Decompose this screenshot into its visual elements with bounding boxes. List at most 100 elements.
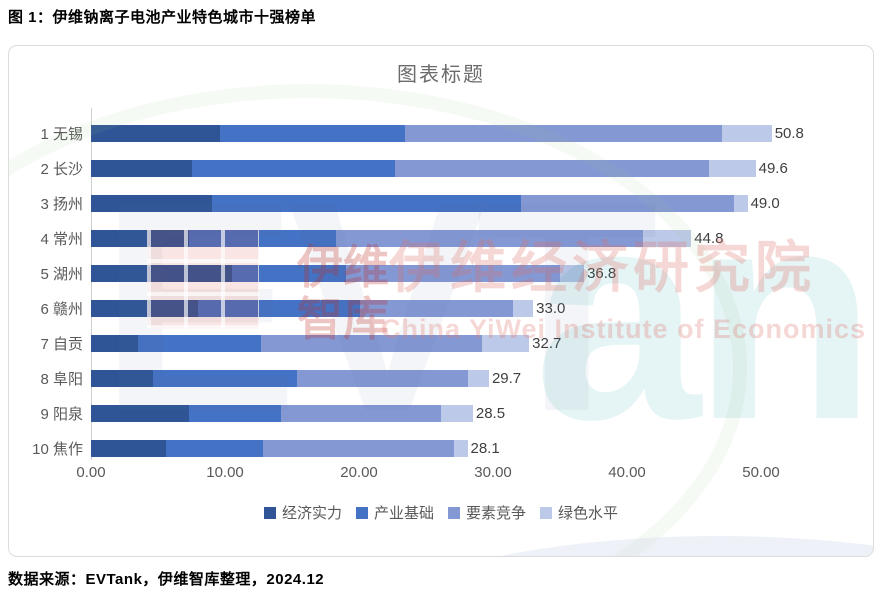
value-label: 44.8 [694, 230, 724, 247]
legend-chip-icon [355, 506, 368, 519]
bar-segment-3 [404, 125, 723, 142]
bar-segment-1 [91, 160, 192, 177]
bar-row: 7 自贡 32.7 [9, 326, 873, 361]
stacked-bar: 32.7 [91, 335, 561, 352]
x-tick-label: 0.00 [76, 464, 106, 481]
bar-segment-2 [152, 370, 298, 387]
category-label: 9 阳泉 [40, 406, 83, 423]
x-tick-label: 50.00 [742, 464, 780, 481]
value-label: 36.8 [587, 265, 617, 282]
bar-segment-2 [219, 125, 405, 142]
bar-row: 2 长沙 49.6 [9, 151, 873, 186]
bar-segment-4 [513, 300, 534, 317]
bar-segment-3 [521, 195, 735, 212]
bar-segment-2 [166, 440, 263, 457]
bar-segment-1 [91, 370, 153, 387]
stacked-bar: 49.0 [91, 195, 780, 212]
value-label: 49.0 [750, 195, 780, 212]
bar-segment-3 [336, 230, 644, 247]
value-label: 28.5 [475, 405, 506, 422]
bar-row: 1 无锡 50.8 [9, 116, 873, 151]
legend-label: 要素竞争 [466, 505, 527, 522]
legend-chip-icon [448, 506, 460, 519]
bar-segment-4 [559, 265, 585, 282]
bar-segment-1 [91, 125, 220, 142]
category-label: 10 焦作 [32, 441, 83, 458]
stacked-bar: 33.0 [91, 300, 565, 317]
stacked-bar: 28.1 [91, 440, 500, 457]
bar-segment-1 [91, 405, 189, 422]
bar-segment-3 [395, 160, 709, 177]
bar-segment-3 [281, 405, 441, 422]
category-label: 5 湖州 [40, 266, 83, 283]
bar-segment-2 [198, 300, 361, 317]
bar-row: 6 赣州 33.0 [9, 291, 873, 326]
stacked-bar: 44.8 [91, 230, 724, 247]
bars-area: 1 无锡 50.8 2 长沙 49.6 3 扬州 49.0 4 常州 44.8 5 湖州 36.8… [9, 116, 873, 466]
value-label: 29.7 [491, 370, 522, 387]
bar-row: 9 阳泉 28.5 [9, 396, 873, 431]
bar-segment-1 [91, 335, 138, 352]
bar-segment-2 [211, 195, 522, 212]
bar-segment-4 [482, 335, 530, 352]
category-label: 4 常州 [40, 231, 83, 248]
figure-title: 图 1：伊维钠离子电池产业特色城市十强榜单 [8, 9, 317, 26]
category-label: 1 无锡 [40, 126, 83, 143]
legend-chip-icon [263, 506, 276, 519]
bar-segment-3 [262, 440, 455, 457]
bar-segment-4 [708, 160, 756, 177]
bar-segment-4 [734, 195, 748, 212]
bar-row: 8 阜阳 29.7 [9, 361, 873, 396]
legend-label: 经济实力 [281, 505, 342, 522]
category-label: 7 自贡 [40, 336, 83, 353]
stacked-bar: 29.7 [91, 370, 521, 387]
bar-segment-1 [91, 300, 199, 317]
bar-segment-2 [191, 160, 396, 177]
stacked-bar: 49.6 [91, 160, 788, 177]
legend-item: 经济实力 [263, 502, 342, 523]
bar-segment-3 [297, 370, 468, 387]
category-label: 2 长沙 [40, 161, 83, 178]
bar-segment-4 [454, 440, 468, 457]
watermark-swirl-bottom-icon [339, 536, 873, 556]
legend-item: 要素竞争 [448, 502, 526, 523]
category-label: 6 赣州 [40, 301, 83, 318]
legend: 经济实力 产业基础 要素竞争 绿色水平 [9, 502, 873, 523]
chart-title: 图表标题 [397, 64, 485, 86]
x-tick-label: 40.00 [608, 464, 646, 481]
bar-segment-2 [188, 405, 282, 422]
legend-label: 产业基础 [373, 505, 434, 522]
bar-segment-2 [188, 230, 337, 247]
y-axis-line [91, 108, 92, 460]
stacked-bar: 28.5 [91, 405, 505, 422]
source-note: 数据来源：EVTank，伊维智库整理，2024.12 [8, 571, 325, 588]
stacked-bar: 50.8 [91, 125, 804, 142]
legend-label: 绿色水平 [558, 505, 619, 522]
bar-segment-1 [91, 440, 167, 457]
chart-card: 图表标题 1 无锡 50.8 2 长沙 49.6 3 扬州 49.0 4 常州 44.8 5 湖… [8, 45, 874, 557]
value-label: 28.1 [470, 440, 500, 457]
value-label: 50.8 [774, 125, 804, 142]
value-label: 32.7 [532, 335, 562, 352]
x-tick-label: 30.00 [474, 464, 512, 481]
bar-segment-4 [440, 405, 473, 422]
category-label: 3 扬州 [40, 196, 83, 213]
bar-segment-3 [345, 265, 560, 282]
bar-segment-1 [91, 230, 189, 247]
value-label: 49.6 [758, 160, 788, 177]
value-label: 33.0 [536, 300, 566, 317]
bar-row: 10 焦作 28.1 [9, 431, 873, 466]
category-label: 8 阜阳 [40, 371, 83, 388]
bar-row: 3 扬州 49.0 [9, 186, 873, 221]
bar-segment-4 [643, 230, 692, 247]
bar-segment-4 [722, 125, 772, 142]
x-axis-ticks: 0.00 10.00 20.00 30.00 40.00 50.00 [76, 464, 811, 486]
bar-row: 5 湖州 36.8 [9, 256, 873, 291]
bar-segment-4 [467, 370, 489, 387]
stacked-bar: 36.8 [91, 265, 616, 282]
bar-segment-1 [91, 265, 232, 282]
bar-row: 4 常州 44.8 [9, 221, 873, 256]
x-tick-label: 10.00 [206, 464, 244, 481]
bar-segment-2 [231, 265, 346, 282]
bar-segment-3 [261, 335, 483, 352]
